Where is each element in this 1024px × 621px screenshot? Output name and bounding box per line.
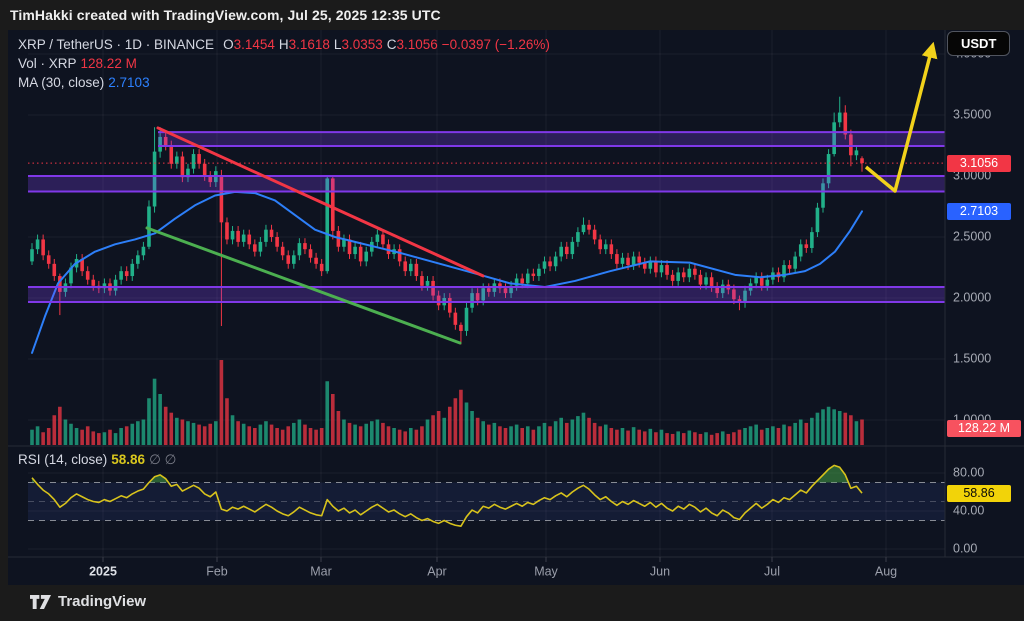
symbol-title: XRP / TetherUS · 1D · BINANCE [18,37,215,52]
rsi-hidden-toggles[interactable]: ∅ ∅ [149,452,177,467]
rsi-axis-label: 58.86 [947,484,1011,502]
rsi-value: 58.86 [111,452,146,467]
change-value: −0.0397 (−1.26%) [441,37,550,52]
rsi-legend-row[interactable]: RSI (14, close) 58.86 ∅ ∅ [18,452,176,468]
volume-value: 128.22 M [80,56,137,71]
bottom-bar: TradingView [0,585,1024,621]
low-label: L [333,37,342,52]
volume-axis-label: 128.22 M [947,420,1021,437]
volume-label: Vol · XRP [18,56,77,71]
ma-value: 2.7103 [108,75,150,90]
close-value: 3.1056 [396,37,438,52]
open-value: 3.1454 [233,37,275,52]
legend-volume-row[interactable]: Vol · XRP 128.22 M [18,55,550,73]
rsi-label: RSI (14, close) [18,452,108,467]
high-label: H [278,37,289,52]
last-price-label: 3.1056 [947,154,1011,172]
low-value: 3.0353 [341,37,383,52]
attribution-text: TimHakki created with TradingView.com, J… [10,7,441,23]
tradingview-logo[interactable]: TradingView [30,593,146,610]
tradingview-logo-icon [30,594,51,609]
ma-price-label: 2.7103 [947,202,1011,220]
legend-ma-row[interactable]: MA (30, close) 2.7103 [18,74,550,92]
chart-legend: XRP / TetherUS · 1D · BINANCE O3.1454 H3.1… [18,36,550,93]
ma-label: MA (30, close) [18,75,105,90]
high-value: 3.1618 [288,37,330,52]
legend-symbol-row[interactable]: XRP / TetherUS · 1D · BINANCE O3.1454 H3.1… [18,36,550,54]
close-label: C [386,37,397,52]
tradingview-logo-text: TradingView [58,593,147,610]
chart-background [8,30,1024,585]
open-label: O [223,37,234,52]
currency-toggle-button[interactable]: USDT [947,31,1011,56]
